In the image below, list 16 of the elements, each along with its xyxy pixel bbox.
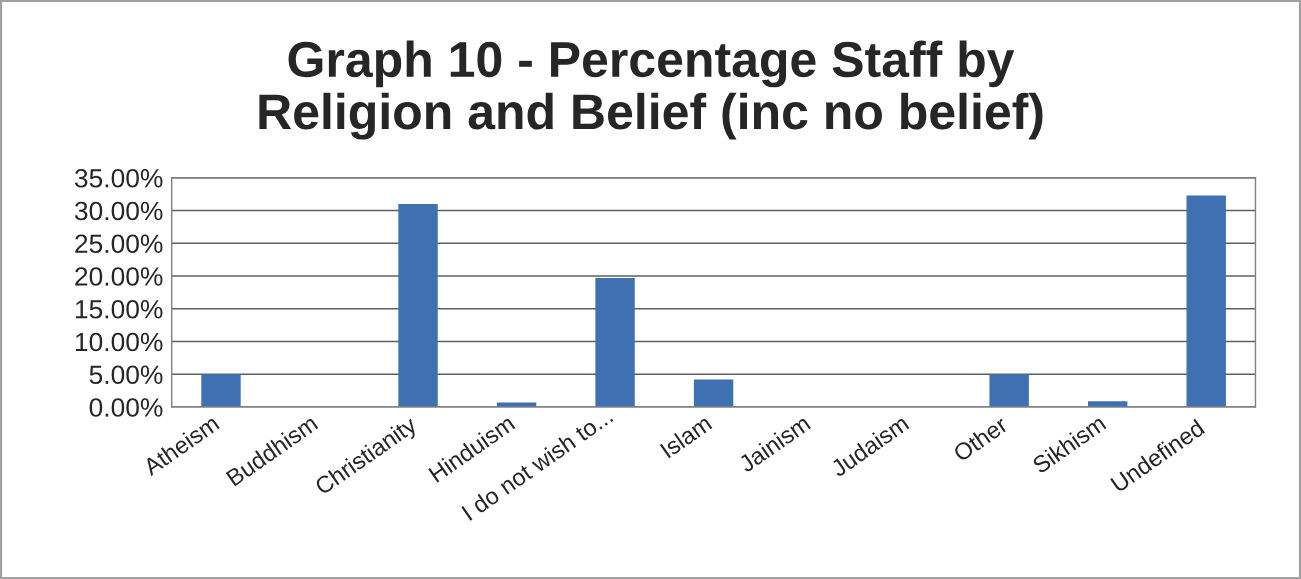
- bar: [398, 203, 438, 408]
- bar: [989, 374, 1029, 408]
- y-tick-label: 15.00%: [75, 299, 163, 319]
- chart-title: Graph 10 - Percentage Staff by Religion and Belief (inc no belief): [259, 40, 1043, 140]
- bar: [693, 379, 734, 408]
- y-tick-label: 20.00%: [75, 267, 163, 286]
- y-tick-label: 10.00%: [75, 332, 163, 352]
- bar: [595, 277, 635, 408]
- y-tick-label: 0.00%: [89, 398, 163, 417]
- x-tick-label: Islam: [659, 414, 713, 459]
- y-tick-label: 30.00%: [74, 201, 163, 221]
- y-tick-label: 5.00%: [89, 365, 163, 385]
- y-tick-label: 35.00%: [74, 168, 163, 188]
- bar: [201, 374, 241, 408]
- y-tick-label: 25.00%: [75, 234, 163, 254]
- bar: [1186, 195, 1226, 408]
